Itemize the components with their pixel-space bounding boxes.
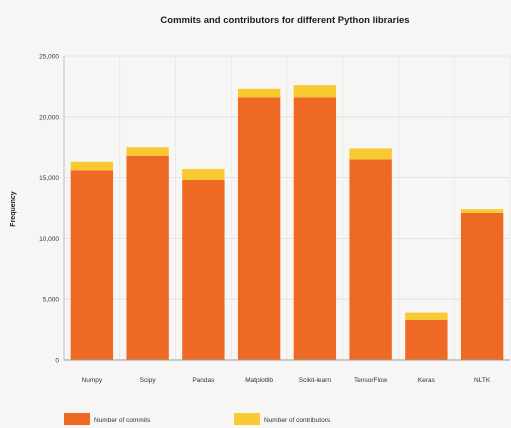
bar-contributors — [405, 312, 448, 320]
legend-label: Number of contributors — [264, 417, 331, 424]
x-tick-label: Scipy — [140, 377, 157, 384]
y-tick-label: 10,000 — [39, 236, 59, 243]
bar-commits — [349, 159, 392, 360]
x-tick-label: Matplotlib — [245, 377, 273, 384]
bar-commits — [182, 180, 225, 360]
axes: 0 5,000 10,000 15,000 20,000 25,000 Numpy Scipy… — [39, 54, 510, 384]
legend-swatch — [234, 413, 260, 425]
chart-title: Commits and contributors for different P… — [160, 15, 409, 26]
bar-commits — [293, 97, 337, 361]
y-axis-label: Frequency — [10, 191, 17, 227]
bar-contributors — [460, 209, 504, 213]
bar-contributors — [70, 161, 114, 171]
y-tick-label: 0 — [55, 358, 59, 365]
grid — [63, 55, 511, 361]
y-tick-label: 5,000 — [43, 297, 60, 304]
bar-commits — [460, 212, 504, 360]
x-tick-label: Pandas — [192, 377, 215, 384]
legend-label: Number of commits — [94, 417, 151, 424]
bar-commits — [237, 97, 281, 361]
y-tick-label: 15,000 — [39, 175, 59, 182]
bar-contributors — [237, 88, 281, 98]
bar-commits — [70, 170, 114, 360]
bar-contributors — [293, 85, 337, 98]
bar-commits — [126, 155, 169, 360]
bar-commits — [405, 319, 448, 360]
legend-swatch — [64, 413, 90, 425]
bar-contributors — [126, 147, 169, 156]
x-tick-label: NLTK — [474, 377, 491, 384]
bar-contributors — [349, 148, 392, 160]
y-tick-label: 20,000 — [39, 114, 59, 121]
x-tick-label: Numpy — [82, 377, 103, 384]
bar-contributors — [182, 169, 225, 181]
y-tick-label: 25,000 — [39, 54, 59, 61]
bars — [70, 85, 504, 361]
legend: Number of commits Number of contributors — [64, 413, 331, 425]
x-tick-label: Scikit-learn — [299, 377, 332, 384]
x-tick-label: TensorFlow — [354, 377, 388, 384]
x-tick-label: Keras — [418, 377, 436, 384]
